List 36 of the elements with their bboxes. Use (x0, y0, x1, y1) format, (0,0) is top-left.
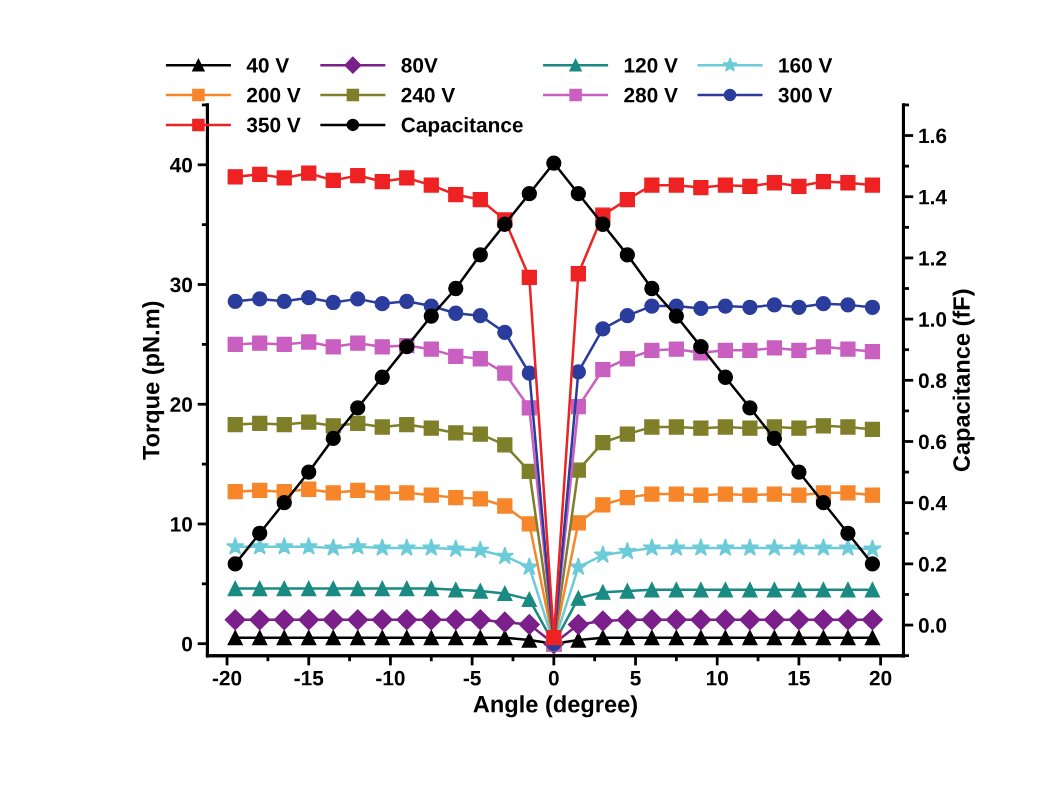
x-tick-label: 15 (788, 671, 810, 686)
y-tick-label: 10 (171, 516, 193, 532)
x-tick-label: -5 (463, 671, 481, 686)
y-axis-title: Torque (pN.m) (142, 301, 165, 460)
x-tick-label: 10 (706, 670, 728, 686)
x-tick-label: 20 (869, 670, 892, 686)
legend-label: 200 V (247, 87, 301, 103)
x-tick-label: -20 (212, 670, 242, 686)
legend-label: 300 V (778, 87, 833, 103)
y2-tick-label: 0.2 (918, 556, 947, 572)
y-tick-label: 0 (182, 636, 192, 652)
y2-tick-label: 0.0 (918, 618, 947, 633)
legend-label: 120 V (624, 57, 678, 73)
y-tick-label: 20 (170, 397, 193, 412)
y2-tick-label: 1.6 (919, 128, 947, 144)
y2-tick-label: 1.0 (919, 312, 947, 327)
x-tick-label: 0 (548, 670, 559, 686)
legend-label: 350 V (246, 117, 301, 133)
x-tick-label: -15 (294, 671, 324, 686)
y2-tick-label: 0.4 (918, 495, 947, 511)
y2-tick-label: 0.8 (918, 373, 947, 389)
x-tick-label: 5 (630, 671, 641, 686)
y-tick-label: 30 (170, 277, 193, 293)
legend-label: 40 V (246, 57, 290, 73)
legend-label: Capacitance (401, 117, 523, 137)
legend-label: 240 V (401, 87, 456, 103)
y2-tick-label: 1.4 (919, 189, 947, 205)
x-tick-label: -10 (376, 670, 405, 686)
y2-axis-title: Capacitance (fF) (952, 289, 975, 472)
legend-label: 160 V (779, 57, 833, 73)
legend-label: 80V (401, 57, 438, 73)
y2-tick-label: 1.2 (919, 250, 947, 266)
y-tick-label: 40 (170, 157, 193, 173)
y2-tick-label: 0.6 (918, 434, 947, 450)
x-axis-title: Angle (degree) (473, 695, 637, 718)
legend-label: 280 V (624, 87, 678, 103)
